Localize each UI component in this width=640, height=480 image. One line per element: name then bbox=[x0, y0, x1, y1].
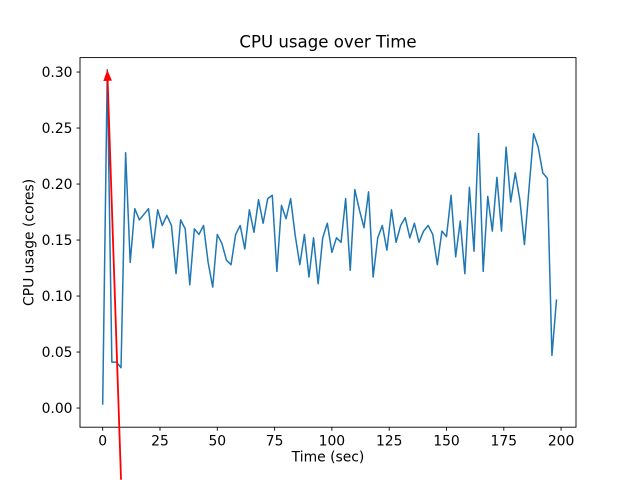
plot-border bbox=[79, 57, 577, 428]
y-tick-label: 0.30 bbox=[42, 65, 73, 81]
annotation-layer bbox=[103, 69, 122, 480]
cpu_usage-line bbox=[101, 69, 558, 405]
annotation-arrow-head bbox=[103, 69, 112, 81]
data-layer bbox=[101, 69, 558, 405]
x-tick-label: 0 bbox=[98, 434, 107, 450]
y-tick-label: 0.00 bbox=[42, 401, 73, 417]
y-tick-label: 0.20 bbox=[42, 177, 73, 193]
chart-title: CPU usage over Time bbox=[239, 33, 416, 52]
x-tick-label: 75 bbox=[266, 434, 284, 450]
y-tick-label: 0.10 bbox=[42, 289, 73, 305]
x-tick-label: 25 bbox=[151, 434, 169, 450]
y-axis-label: CPU usage (cores) bbox=[22, 179, 38, 306]
x-tick-label: 125 bbox=[376, 434, 403, 450]
x-tick-label: 50 bbox=[208, 434, 226, 450]
x-tick-label: 200 bbox=[548, 434, 575, 450]
x-tick-label: 100 bbox=[319, 434, 346, 450]
y-tick-label: 0.15 bbox=[42, 233, 73, 249]
y-tick-label: 0.05 bbox=[42, 345, 73, 361]
x-tick-label: 150 bbox=[433, 434, 460, 450]
axes-layer: 0 25 50 75 100 125 150 175 200 0.00 0.05 0.10 0.15 0.… bbox=[42, 57, 577, 450]
x-axis-label: Time (sec) bbox=[291, 450, 365, 466]
y-tick-label: 0.25 bbox=[42, 121, 73, 137]
x-tick-label: 175 bbox=[491, 434, 518, 450]
annotation-arrow-shaft bbox=[106, 78, 122, 480]
